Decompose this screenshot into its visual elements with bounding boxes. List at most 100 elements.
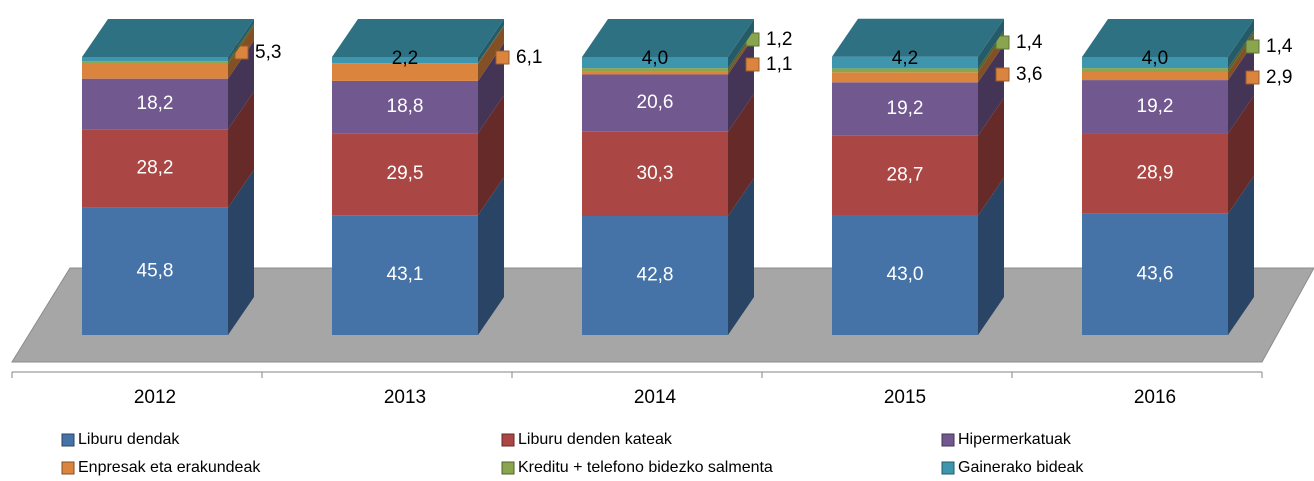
x-tick-label: 2014 xyxy=(634,387,677,408)
bar-side xyxy=(728,19,754,69)
data-label: 1,1 xyxy=(766,54,792,75)
legend-swatch xyxy=(501,461,515,475)
bar-side xyxy=(478,19,504,64)
bar-segment xyxy=(832,82,978,136)
bar-segment xyxy=(1082,213,1228,335)
bar-top xyxy=(332,19,504,57)
data-label: 1,2 xyxy=(766,29,792,50)
bar-side xyxy=(978,44,1004,136)
bar-segment xyxy=(1082,133,1228,214)
bar-side xyxy=(1228,95,1254,214)
bar-segment xyxy=(82,129,228,208)
bar-top xyxy=(832,18,1004,57)
data-label: 28,7 xyxy=(887,165,924,186)
data-label: 4,0 xyxy=(1142,48,1168,69)
data-label: 2,9 xyxy=(1266,67,1292,88)
bar-segment xyxy=(82,207,228,335)
data-label: 19,2 xyxy=(887,98,924,119)
data-label: 18,8 xyxy=(387,96,424,117)
bar-segment xyxy=(582,68,728,72)
bar-segment xyxy=(582,71,728,75)
label-marker xyxy=(1245,39,1260,54)
bar-segment xyxy=(332,215,478,335)
bar-segment xyxy=(332,80,478,134)
bar-side xyxy=(728,93,754,217)
bar-side xyxy=(228,19,254,62)
data-label: 42,8 xyxy=(637,265,674,286)
data-label: 18,2 xyxy=(137,93,174,114)
label-marker xyxy=(995,35,1010,50)
bar-segment xyxy=(1082,57,1228,69)
data-label: 43,0 xyxy=(887,264,924,285)
data-label: 4,2 xyxy=(892,48,918,69)
data-label: 1,4 xyxy=(1266,36,1293,57)
bar-segment xyxy=(1082,80,1228,134)
bar-segment xyxy=(82,57,228,62)
data-label: 29,5 xyxy=(387,163,424,184)
label-marker xyxy=(745,57,760,72)
label-marker xyxy=(495,50,510,65)
legend-label: Enpresak eta erakundeak xyxy=(78,459,261,476)
bar-side xyxy=(228,169,254,335)
data-label: 28,2 xyxy=(137,157,174,178)
data-label: 6,1 xyxy=(516,47,542,68)
bar-side xyxy=(228,91,254,208)
x-tick-label: 2013 xyxy=(384,387,426,408)
label-marker xyxy=(1245,70,1260,85)
bar-side xyxy=(478,25,504,64)
bar-top xyxy=(82,19,254,57)
x-tick-label: 2016 xyxy=(1134,387,1176,408)
bar-side xyxy=(478,25,504,81)
bar-side xyxy=(478,95,504,216)
legend-label: Kreditu + telefono bidezko salmenta xyxy=(518,459,773,476)
bar-side xyxy=(228,23,254,64)
legend-swatch xyxy=(501,433,515,447)
legend-swatch xyxy=(61,433,75,447)
legend-label: Liburu dendak xyxy=(78,431,180,448)
bar-segment xyxy=(82,61,228,64)
bar-top xyxy=(1082,19,1254,57)
bar-segment xyxy=(832,68,978,73)
bar-segment xyxy=(832,135,978,216)
bar-side xyxy=(978,18,1004,69)
data-label: 1,4 xyxy=(1016,32,1043,53)
bar-segment xyxy=(832,215,978,335)
bar-side xyxy=(1228,42,1254,134)
bar-segment xyxy=(82,78,228,130)
bar-side xyxy=(1228,175,1254,335)
bar-segment xyxy=(582,131,728,217)
bar-side xyxy=(478,42,504,134)
bar-segment xyxy=(332,63,478,81)
bar-side xyxy=(978,177,1004,335)
bar-segment xyxy=(582,216,728,335)
legend-label: Liburu denden kateak xyxy=(518,431,673,448)
bar-side xyxy=(728,178,754,335)
data-label: 3,6 xyxy=(1016,64,1042,85)
bar-segment xyxy=(582,57,728,69)
bar-segment xyxy=(582,74,728,132)
data-label: 43,6 xyxy=(1137,263,1174,284)
legend-swatch xyxy=(941,433,955,447)
bar-segment xyxy=(332,133,478,216)
bar-side xyxy=(1228,19,1254,69)
data-label: 45,8 xyxy=(137,260,174,281)
bar-segment xyxy=(832,72,978,83)
bar-segment xyxy=(332,57,478,64)
bar-segment xyxy=(332,63,478,64)
data-label: 19,2 xyxy=(1137,96,1174,117)
label-marker xyxy=(995,67,1010,82)
x-tick-label: 2015 xyxy=(884,387,926,408)
data-label: 30,3 xyxy=(637,163,674,184)
legend-label: Gainerako bideak xyxy=(958,459,1084,476)
bar-segment xyxy=(82,63,228,79)
bar-top xyxy=(582,19,754,57)
bar-side xyxy=(228,40,254,130)
bar-side xyxy=(478,177,504,335)
data-label: 2,2 xyxy=(392,48,418,69)
data-label: 20,6 xyxy=(637,92,674,113)
bar-segment xyxy=(1082,68,1228,73)
data-label: 43,1 xyxy=(387,264,424,285)
x-tick-label: 2012 xyxy=(134,387,176,408)
bar-side xyxy=(978,97,1004,216)
